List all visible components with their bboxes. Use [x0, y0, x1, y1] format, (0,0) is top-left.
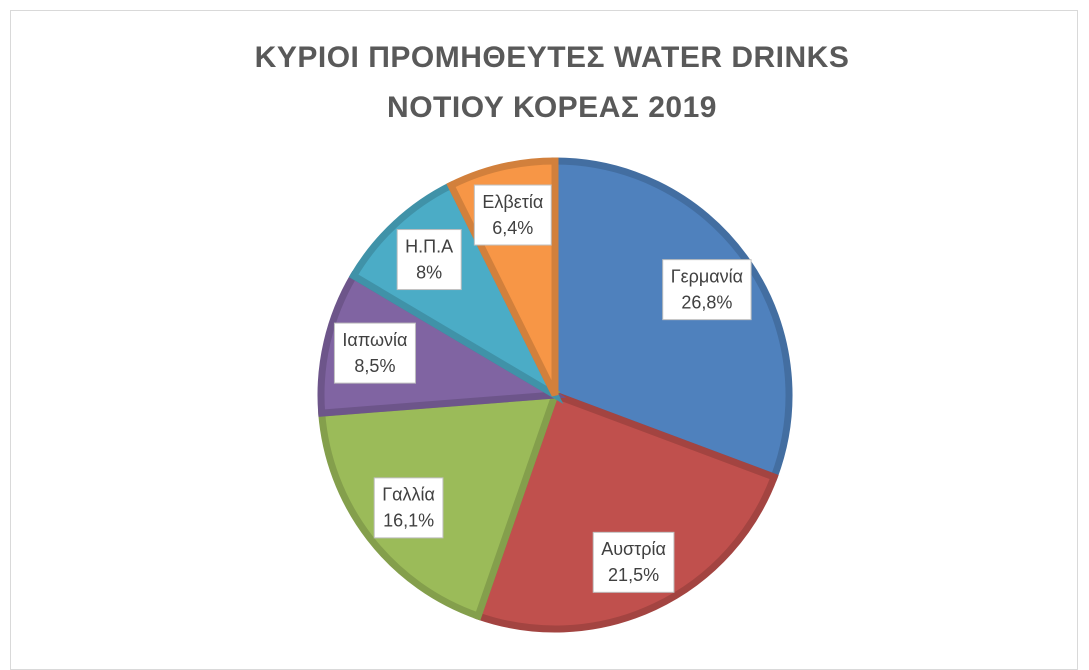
data-label-value: 6,4% — [492, 218, 533, 238]
data-label-category: Ιαπωνία — [342, 330, 407, 350]
data-label-value: 26,8% — [681, 292, 732, 312]
data-label: Γαλλία 16,1% — [373, 477, 444, 539]
pie-slice — [473, 390, 779, 633]
data-label-value: 8% — [416, 262, 442, 282]
data-label-box — [373, 477, 444, 539]
chart: Γερμανία 26,8% Αυστρία 21,5% Γαλλία 16,1% Ιαπω… — [317, 157, 793, 633]
data-label-category: Αυστρία — [601, 539, 666, 559]
page: ΚΥΡΙΟΙ ΠΡΟΜΗΘΕΥΤΕΣ WATER DRINKS ΝΟΤΙΟΥ Κ… — [10, 10, 1078, 670]
data-label-category: Γαλλία — [382, 485, 435, 505]
data-label-box — [396, 229, 462, 291]
data-label-value: 16,1% — [383, 511, 434, 531]
data-label-value: 21,5% — [608, 565, 659, 585]
data-label-box — [592, 531, 675, 593]
data-label-box — [662, 259, 752, 321]
data-label-value: 8,5% — [354, 356, 395, 376]
chart-title: ΚΥΡΙΟΙ ΠΡΟΜΗΘΕΥΤΕΣ WATER DRINKS ΝΟΤΙΟΥ Κ… — [254, 41, 850, 124]
data-label-box — [333, 322, 416, 384]
data-label-box — [473, 184, 552, 246]
data-label: Ελβετία 6,4% — [473, 184, 552, 246]
data-label: Γερμανία 26,8% — [662, 259, 752, 321]
data-label: Ιαπωνία 8,5% — [333, 322, 416, 384]
data-label: Η.Π.Α 8% — [396, 229, 462, 291]
data-label-category: Η.Π.Α — [405, 236, 453, 256]
data-label-category: Ελβετία — [482, 192, 543, 212]
data-label: Αυστρία 21,5% — [592, 531, 675, 593]
data-label-category: Γερμανία — [671, 266, 743, 286]
